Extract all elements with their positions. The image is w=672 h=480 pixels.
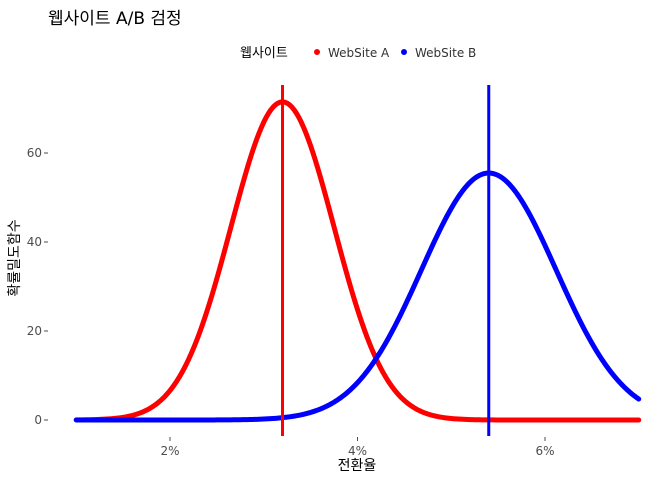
chart-title: 웹사이트 A/B 검정 bbox=[48, 9, 182, 29]
x-axis-title: 전환율 bbox=[338, 458, 377, 474]
legend-entry-a: WebSite A bbox=[314, 46, 390, 60]
x-tick-label: 2% bbox=[160, 444, 179, 458]
x-axis: 2% 4% 6% bbox=[160, 437, 555, 458]
x-tick-label: 4% bbox=[348, 444, 367, 458]
legend-title: 웹사이트 bbox=[240, 46, 288, 61]
legend: 웹사이트 WebSite A WebSite B bbox=[240, 46, 476, 61]
y-tick-label: 20 bbox=[27, 324, 42, 338]
y-tick-label: 60 bbox=[27, 146, 42, 160]
y-axis-title: 확률밀도함수 bbox=[7, 219, 23, 296]
series-line-b bbox=[73, 170, 642, 423]
legend-key-b bbox=[401, 49, 407, 55]
y-tick-label: 40 bbox=[27, 235, 42, 249]
y-axis: 0 20 40 60 bbox=[27, 146, 48, 427]
series-line-a bbox=[73, 99, 642, 423]
plot-area bbox=[73, 85, 642, 436]
legend-label-b: WebSite B bbox=[415, 46, 476, 60]
legend-entry-b: WebSite B bbox=[401, 46, 476, 60]
legend-label-a: WebSite A bbox=[328, 46, 390, 60]
x-tick-label: 6% bbox=[535, 444, 554, 458]
y-tick-label: 0 bbox=[34, 413, 42, 427]
legend-key-a bbox=[314, 49, 320, 55]
